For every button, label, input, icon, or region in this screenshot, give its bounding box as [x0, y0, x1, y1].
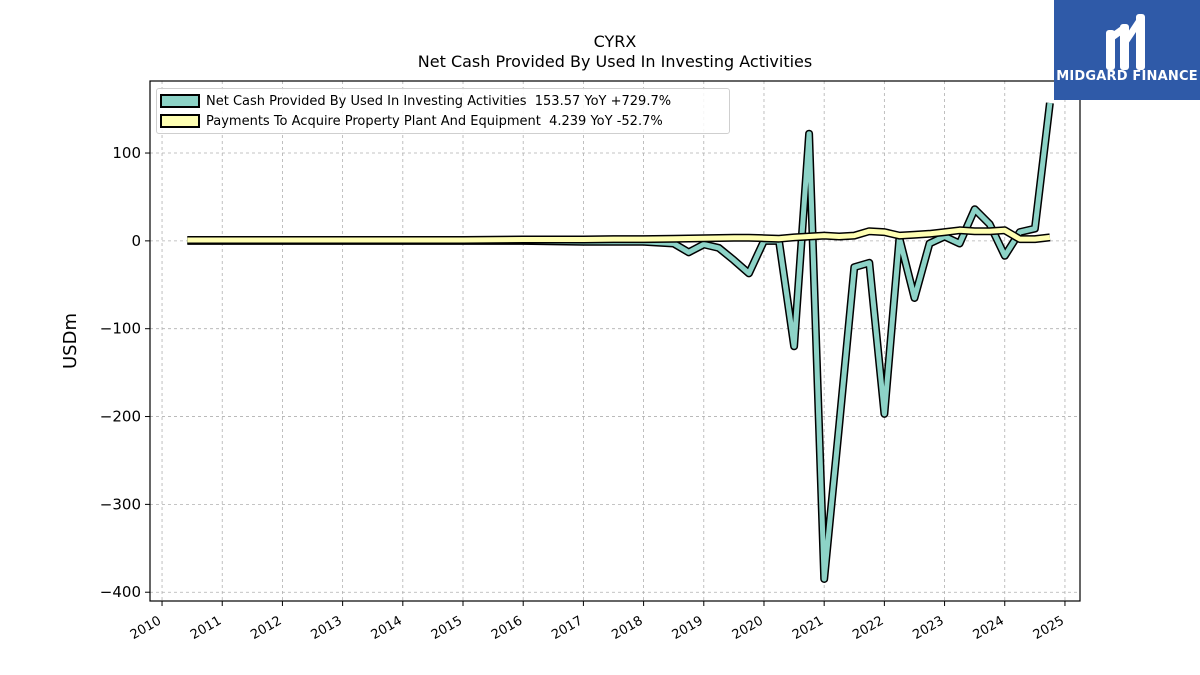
brand-logo: MIDGARD FINANCE [1054, 0, 1200, 100]
legend-label-capex: Payments To Acquire Property Plant And E… [206, 113, 663, 129]
legend: Net Cash Provided By Used In Investing A… [156, 88, 730, 134]
y-tick-label: −300 [100, 495, 141, 513]
plot-area [149, 80, 1081, 602]
y-tick-label: −200 [100, 408, 141, 426]
logo-text: MIDGARD FINANCE [1056, 69, 1198, 84]
x-tick-label: 2018 [609, 613, 645, 643]
x-tick-label: 2010 [128, 613, 164, 643]
logo-mark-icon [1106, 14, 1145, 70]
x-tick-label: 2012 [248, 613, 284, 643]
series-1 [187, 102, 1054, 583]
legend-item-capex: Payments To Acquire Property Plant And E… [157, 111, 663, 131]
legend-item-net-cash: Net Cash Provided By Used In Investing A… [157, 91, 671, 111]
x-tick-label: 2013 [308, 613, 344, 643]
x-tick-label: 2011 [188, 613, 224, 643]
x-tick-label: 2017 [549, 613, 585, 643]
x-tick-label: 2016 [489, 613, 525, 643]
legend-swatch-net-cash [160, 94, 200, 108]
x-tick-label: 2025 [1031, 613, 1067, 643]
y-tick-label: 100 [112, 144, 141, 162]
series-line [187, 102, 1053, 582]
x-tick-label: 2024 [971, 613, 1007, 643]
x-tick-label: 2015 [429, 613, 465, 643]
series-2 [187, 226, 1051, 244]
grid-lines [150, 81, 1080, 601]
legend-label-net-cash: Net Cash Provided By Used In Investing A… [206, 93, 672, 109]
x-tick-label: 2020 [730, 613, 766, 643]
series-outline [187, 102, 1054, 583]
x-tick-label: 2022 [850, 613, 886, 643]
chart-title: CYRX [593, 32, 637, 51]
x-tick-label: 2021 [790, 613, 826, 643]
series-line [187, 227, 1051, 243]
x-tick-label: 2019 [670, 613, 706, 643]
y-tick-label: 0 [131, 232, 141, 250]
x-tick-label: 2014 [369, 613, 405, 643]
y-axis-label: USDm [60, 313, 81, 369]
legend-swatch-capex [160, 114, 200, 128]
x-tick-label: 2023 [910, 613, 946, 643]
y-tick-label: −100 [100, 320, 141, 338]
chart-subtitle: Net Cash Provided By Used In Investing A… [417, 52, 813, 71]
series-layer [187, 102, 1054, 583]
y-tick-label: −400 [100, 583, 141, 601]
